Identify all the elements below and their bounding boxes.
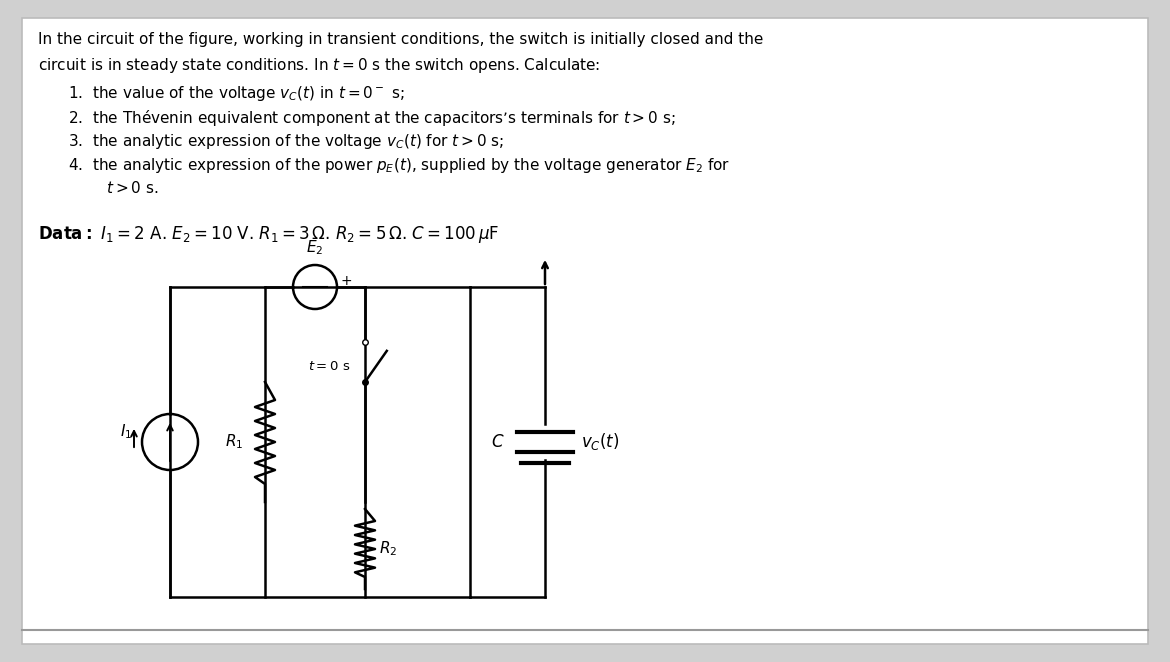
Text: 1.  the value of the voltage $v_C(t)$ in $t = 0^-$ s;: 1. the value of the voltage $v_C(t)$ in … (68, 84, 405, 103)
Text: $t = 0$ s: $t = 0$ s (308, 361, 350, 373)
Text: 4.  the analytic expression of the power $p_E(t)$, supplied by the voltage gener: 4. the analytic expression of the power … (68, 156, 730, 175)
Text: $t > 0$ s.: $t > 0$ s. (82, 180, 159, 196)
FancyBboxPatch shape (22, 18, 1148, 644)
Text: +: + (340, 274, 352, 288)
Text: $I_1$: $I_1$ (119, 422, 132, 442)
Text: circuit is in steady state conditions. In $t = 0$ s the switch opens. Calculate:: circuit is in steady state conditions. I… (37, 56, 600, 75)
Text: In the circuit of the figure, working in transient conditions, the switch is ini: In the circuit of the figure, working in… (37, 32, 763, 47)
Text: $\mathbf{Data:}$ $I_1 = 2$ A. $E_2 = 10$ V. $R_1 = 3\,\Omega$. $R_2 = 5\,\Omega$: $\mathbf{Data:}$ $I_1 = 2$ A. $E_2 = 10$… (37, 224, 500, 245)
Text: 3.  the analytic expression of the voltage $v_C(t)$ for $t > 0$ s;: 3. the analytic expression of the voltag… (68, 132, 504, 151)
Text: $E_2$: $E_2$ (307, 238, 324, 257)
Text: $R_2$: $R_2$ (379, 540, 398, 558)
Text: $C$: $C$ (491, 433, 505, 451)
Text: $R_1$: $R_1$ (225, 433, 243, 451)
Text: 2.  the Thévenin equivalent component at the capacitors’s terminals for $t > 0$ : 2. the Thévenin equivalent component at … (68, 108, 675, 128)
Text: $v_C(t)$: $v_C(t)$ (581, 432, 620, 453)
